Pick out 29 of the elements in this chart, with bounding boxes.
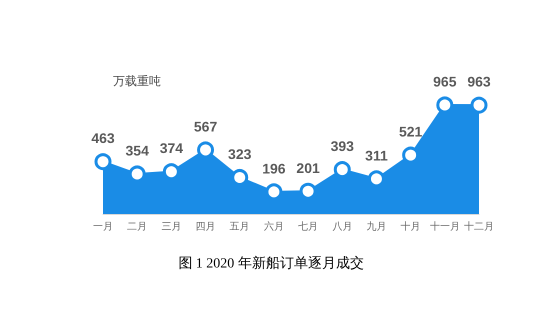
text: 图 1 2020 年新船订单逐月成交 <box>178 256 364 272</box>
x-tick-label: 七月 <box>298 220 318 232</box>
data-label: 201 <box>296 160 320 176</box>
data-label: 393 <box>330 138 354 154</box>
data-label: 963 <box>467 74 491 90</box>
x-tick-label: 五月 <box>230 222 250 232</box>
x-tick-label: 三月 <box>161 222 182 232</box>
point <box>94 153 112 170</box>
x-tick-label: 八月 <box>332 222 352 232</box>
x-tick-label: 九月 <box>366 220 386 232</box>
x-tick-label: 二月 <box>127 222 148 232</box>
x-tick-label: 六月 <box>264 220 284 232</box>
x-tick-label: 四月 <box>196 222 216 232</box>
data-label: 567 <box>194 118 218 134</box>
point <box>470 96 488 114</box>
y-axis-title: 万载重吨 <box>113 74 161 88</box>
data-label: 311 <box>365 147 388 164</box>
x-tick-label: 一月 <box>93 222 113 232</box>
data-label: 374 <box>160 140 184 156</box>
x-tick-label: 十月 <box>400 220 421 232</box>
data-label: 196 <box>262 160 286 176</box>
x-tick-label: 十二月 <box>464 220 494 232</box>
x-tick-label: 十一月 <box>430 220 460 232</box>
data-label: 354 <box>126 142 150 158</box>
point <box>436 96 454 114</box>
data-label: 463 <box>91 130 115 146</box>
data-label: 965 <box>433 73 457 90</box>
data-label: 521 <box>398 124 423 140</box>
data-label: 323 <box>228 146 252 162</box>
